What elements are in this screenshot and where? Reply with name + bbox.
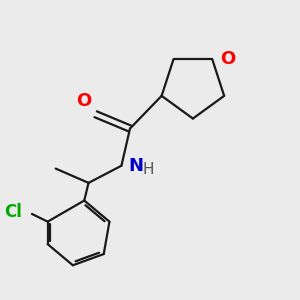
Text: Cl: Cl [4,202,22,220]
Text: N: N [129,157,144,175]
Text: O: O [220,50,236,68]
Text: H: H [143,162,154,177]
Text: O: O [76,92,92,110]
